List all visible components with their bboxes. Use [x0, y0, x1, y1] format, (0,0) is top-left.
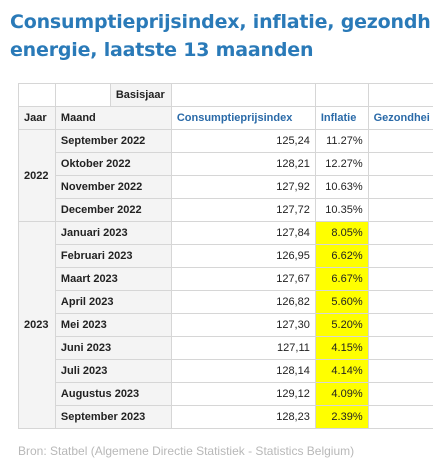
header-maand[interactable]: Maand: [54, 106, 172, 130]
cpi-cell: 128,21: [170, 152, 316, 176]
gezondheid-cell: [367, 313, 433, 337]
gezondheid-cell: [367, 382, 433, 406]
inflation-cell-highlighted: 6.67%: [314, 267, 369, 291]
header-empty-cell: [314, 83, 369, 107]
inflation-cell: 10.63%: [314, 175, 369, 199]
month-cell: November 2022: [54, 175, 172, 199]
month-cell: Juni 2023: [54, 336, 172, 360]
table-row: 2022 September 2022 125,24 11.27%: [18, 129, 433, 222]
cpi-cell: 127,72: [170, 198, 316, 222]
page-title: Consumptieprijsindex, inflatie, gezondh …: [10, 8, 433, 64]
gezondheid-cell: [367, 267, 433, 291]
inflation-cell-highlighted: 4.09%: [314, 382, 369, 406]
table-row: Februari 2023 126,95 6.62%: [19, 244, 433, 268]
header-basisjaar: Basisjaar: [109, 83, 172, 107]
table-row: Augustus 2023 129,12 4.09%: [19, 382, 433, 406]
cpi-cell: 127,67: [170, 267, 316, 291]
header-empty-cell: [18, 83, 56, 107]
inflation-cell-highlighted: 2.39%: [314, 405, 369, 429]
inflation-cell-highlighted: 8.05%: [314, 221, 369, 245]
data-table-container: Basisjaar Jaar Maand Consumptieprijsinde…: [18, 83, 433, 429]
gezondheid-cell: [367, 129, 433, 153]
month-cell: Augustus 2023: [54, 382, 172, 406]
table-row: 2023 Januari 2023 127,84 8.05%: [18, 221, 433, 429]
inflation-cell: 11.27%: [314, 129, 369, 153]
month-cell: Januari 2023: [54, 221, 172, 245]
cpi-cell: 126,82: [170, 290, 316, 314]
inflation-cell-highlighted: 4.15%: [314, 336, 369, 360]
cpi-cell: 127,92: [170, 175, 316, 199]
gezondheid-cell: [367, 198, 433, 222]
cpi-cell: 129,12: [170, 382, 316, 406]
header-empty-cell: [367, 83, 433, 107]
inflation-cell-highlighted: 6.62%: [314, 244, 369, 268]
source-note: Bron: Statbel (Algemene Directie Statist…: [18, 444, 355, 458]
gezondheid-cell: [367, 290, 433, 314]
cpi-cell: 128,14: [170, 359, 316, 383]
month-cell: Maart 2023: [54, 267, 172, 291]
cpi-cell: 128,23: [170, 405, 316, 429]
inflation-cell: 10.35%: [314, 198, 369, 222]
gezondheid-cell: [367, 336, 433, 360]
table-row: Oktober 2022 128,21 12.27%: [19, 152, 433, 176]
header-empty-cell: [54, 83, 111, 107]
gezondheid-cell: [367, 221, 433, 245]
cpi-cell: 125,24: [170, 129, 316, 153]
gezondheid-cell: [367, 175, 433, 199]
month-cell: September 2023: [54, 405, 172, 429]
cpi-cell: 127,30: [170, 313, 316, 337]
header-row-basisjaar: Basisjaar: [18, 83, 433, 107]
header-jaar[interactable]: Jaar: [18, 106, 56, 130]
header-empty-cell: [170, 83, 316, 107]
year-cell: 2023: [18, 221, 56, 429]
gezondheid-cell: [367, 405, 433, 429]
table-row: December 2022 127,72 10.35%: [19, 198, 433, 222]
table-row: November 2022 127,92 10.63%: [19, 175, 433, 199]
inflation-cell-highlighted: 5.20%: [314, 313, 369, 337]
table-row: September 2023 128,23 2.39%: [19, 405, 433, 429]
page-title-line-2: energie, laatste 13 maanden: [10, 39, 314, 61]
month-cell: Oktober 2022: [54, 152, 172, 176]
gezondheid-cell: [367, 359, 433, 383]
month-cell: Mei 2023: [54, 313, 172, 337]
cpi-cell: 126,95: [170, 244, 316, 268]
cpi-cell: 127,11: [170, 336, 316, 360]
month-cell: December 2022: [54, 198, 172, 222]
month-cell: April 2023: [54, 290, 172, 314]
gezondheid-cell: [367, 244, 433, 268]
month-cell: September 2022: [54, 129, 172, 153]
table-body: 2022 September 2022 125,24 11.27% Oktober 20…: [18, 129, 433, 429]
page-title-line-1: Consumptieprijsindex, inflatie, gezondh: [10, 11, 431, 33]
inflation-cell: 12.27%: [314, 152, 369, 176]
data-table: Basisjaar Jaar Maand Consumptieprijsinde…: [18, 83, 433, 429]
table-row: Juni 2023 127,11 4.15%: [19, 336, 433, 360]
table-row: Juli 2023 128,14 4.14%: [19, 359, 433, 383]
header-consumptieprijsindex[interactable]: Consumptieprijsindex: [170, 106, 316, 130]
inflation-cell-highlighted: 5.60%: [314, 290, 369, 314]
month-cell: Juli 2023: [54, 359, 172, 383]
year-cell: 2022: [18, 129, 56, 222]
header-inflatie[interactable]: Inflatie: [314, 106, 369, 130]
inflation-cell-highlighted: 4.14%: [314, 359, 369, 383]
table-row: Maart 2023 127,67 6.67%: [19, 267, 433, 291]
table-row: Mei 2023 127,30 5.20%: [19, 313, 433, 337]
table-row: April 2023 126,82 5.60%: [19, 290, 433, 314]
gezondheid-cell: [367, 152, 433, 176]
cpi-cell: 127,84: [170, 221, 316, 245]
header-gezondheid[interactable]: Gezondhei: [367, 106, 433, 130]
month-cell: Februari 2023: [54, 244, 172, 268]
header-row-columns: Jaar Maand Consumptieprijsindex Inflatie…: [18, 106, 433, 130]
